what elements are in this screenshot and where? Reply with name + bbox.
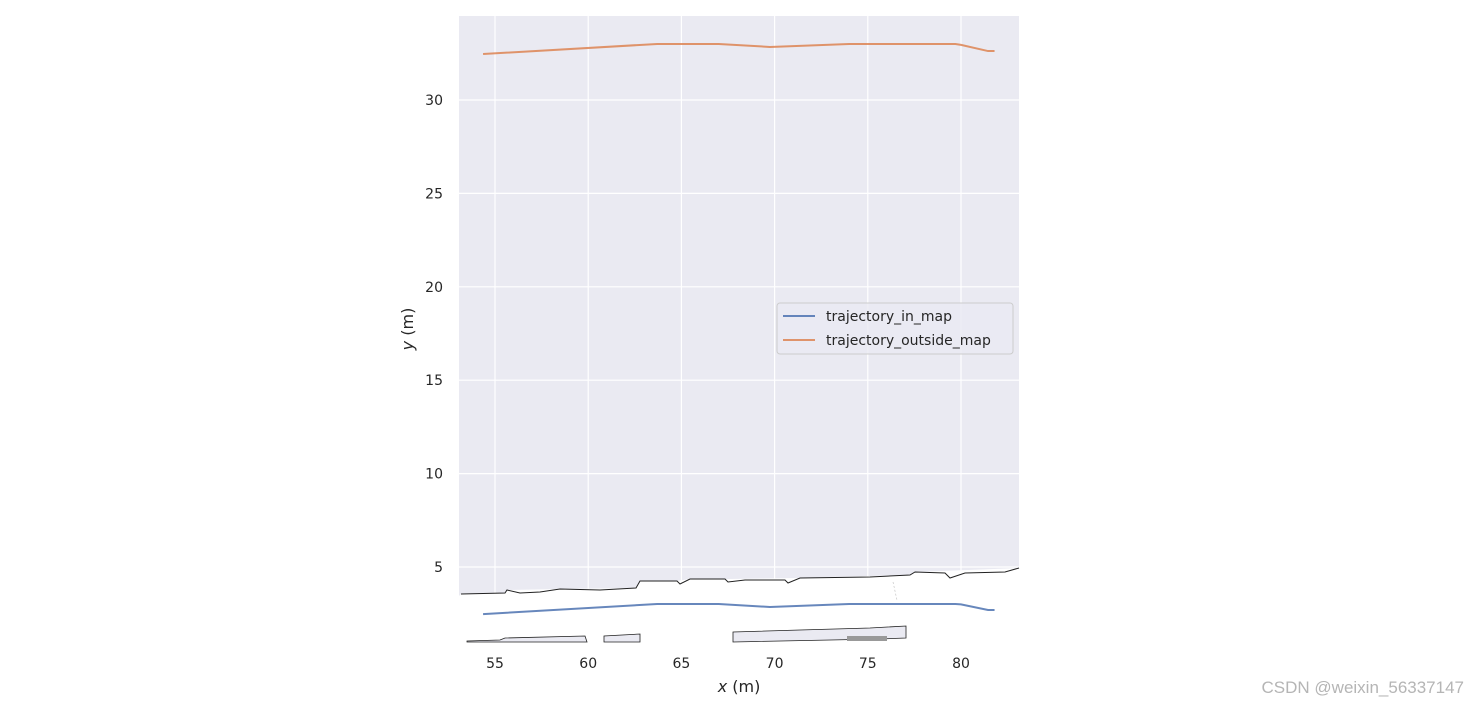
x-axis-label: x (m) — [717, 677, 761, 696]
x-tick-60: 60 — [579, 656, 597, 672]
x-tick-65: 65 — [672, 656, 690, 672]
x-tick-75: 75 — [859, 656, 877, 672]
y-tick-25: 25 — [425, 186, 443, 202]
y-tick-15: 15 — [425, 373, 443, 389]
x-tick-labels: 55 60 65 70 75 80 — [486, 656, 970, 672]
series-line-trajectory-in-map — [483, 602, 995, 616]
y-tick-10: 10 — [425, 467, 443, 483]
grid-lines — [459, 16, 1019, 642]
series-lines — [483, 42, 995, 616]
legend: trajectory_in_map trajectory_outside_map — [776, 302, 1014, 355]
y-tick-labels: 5 10 15 20 25 30 — [425, 93, 443, 576]
x-tick-80: 80 — [952, 656, 970, 672]
x-tick-70: 70 — [766, 656, 784, 672]
y-tick-20: 20 — [425, 280, 443, 296]
legend-label-in-map: trajectory_in_map — [826, 309, 952, 325]
watermark: CSDN @weixin_56337147 — [1261, 678, 1464, 697]
x-tick-55: 55 — [486, 656, 504, 672]
y-tick-30: 30 — [425, 93, 443, 109]
y-tick-5: 5 — [434, 560, 443, 576]
y-axis-label: y (m) — [398, 308, 417, 352]
legend-label-outside-map: trajectory_outside_map — [826, 333, 991, 349]
series-line-trajectory-outside-map — [483, 42, 995, 56]
